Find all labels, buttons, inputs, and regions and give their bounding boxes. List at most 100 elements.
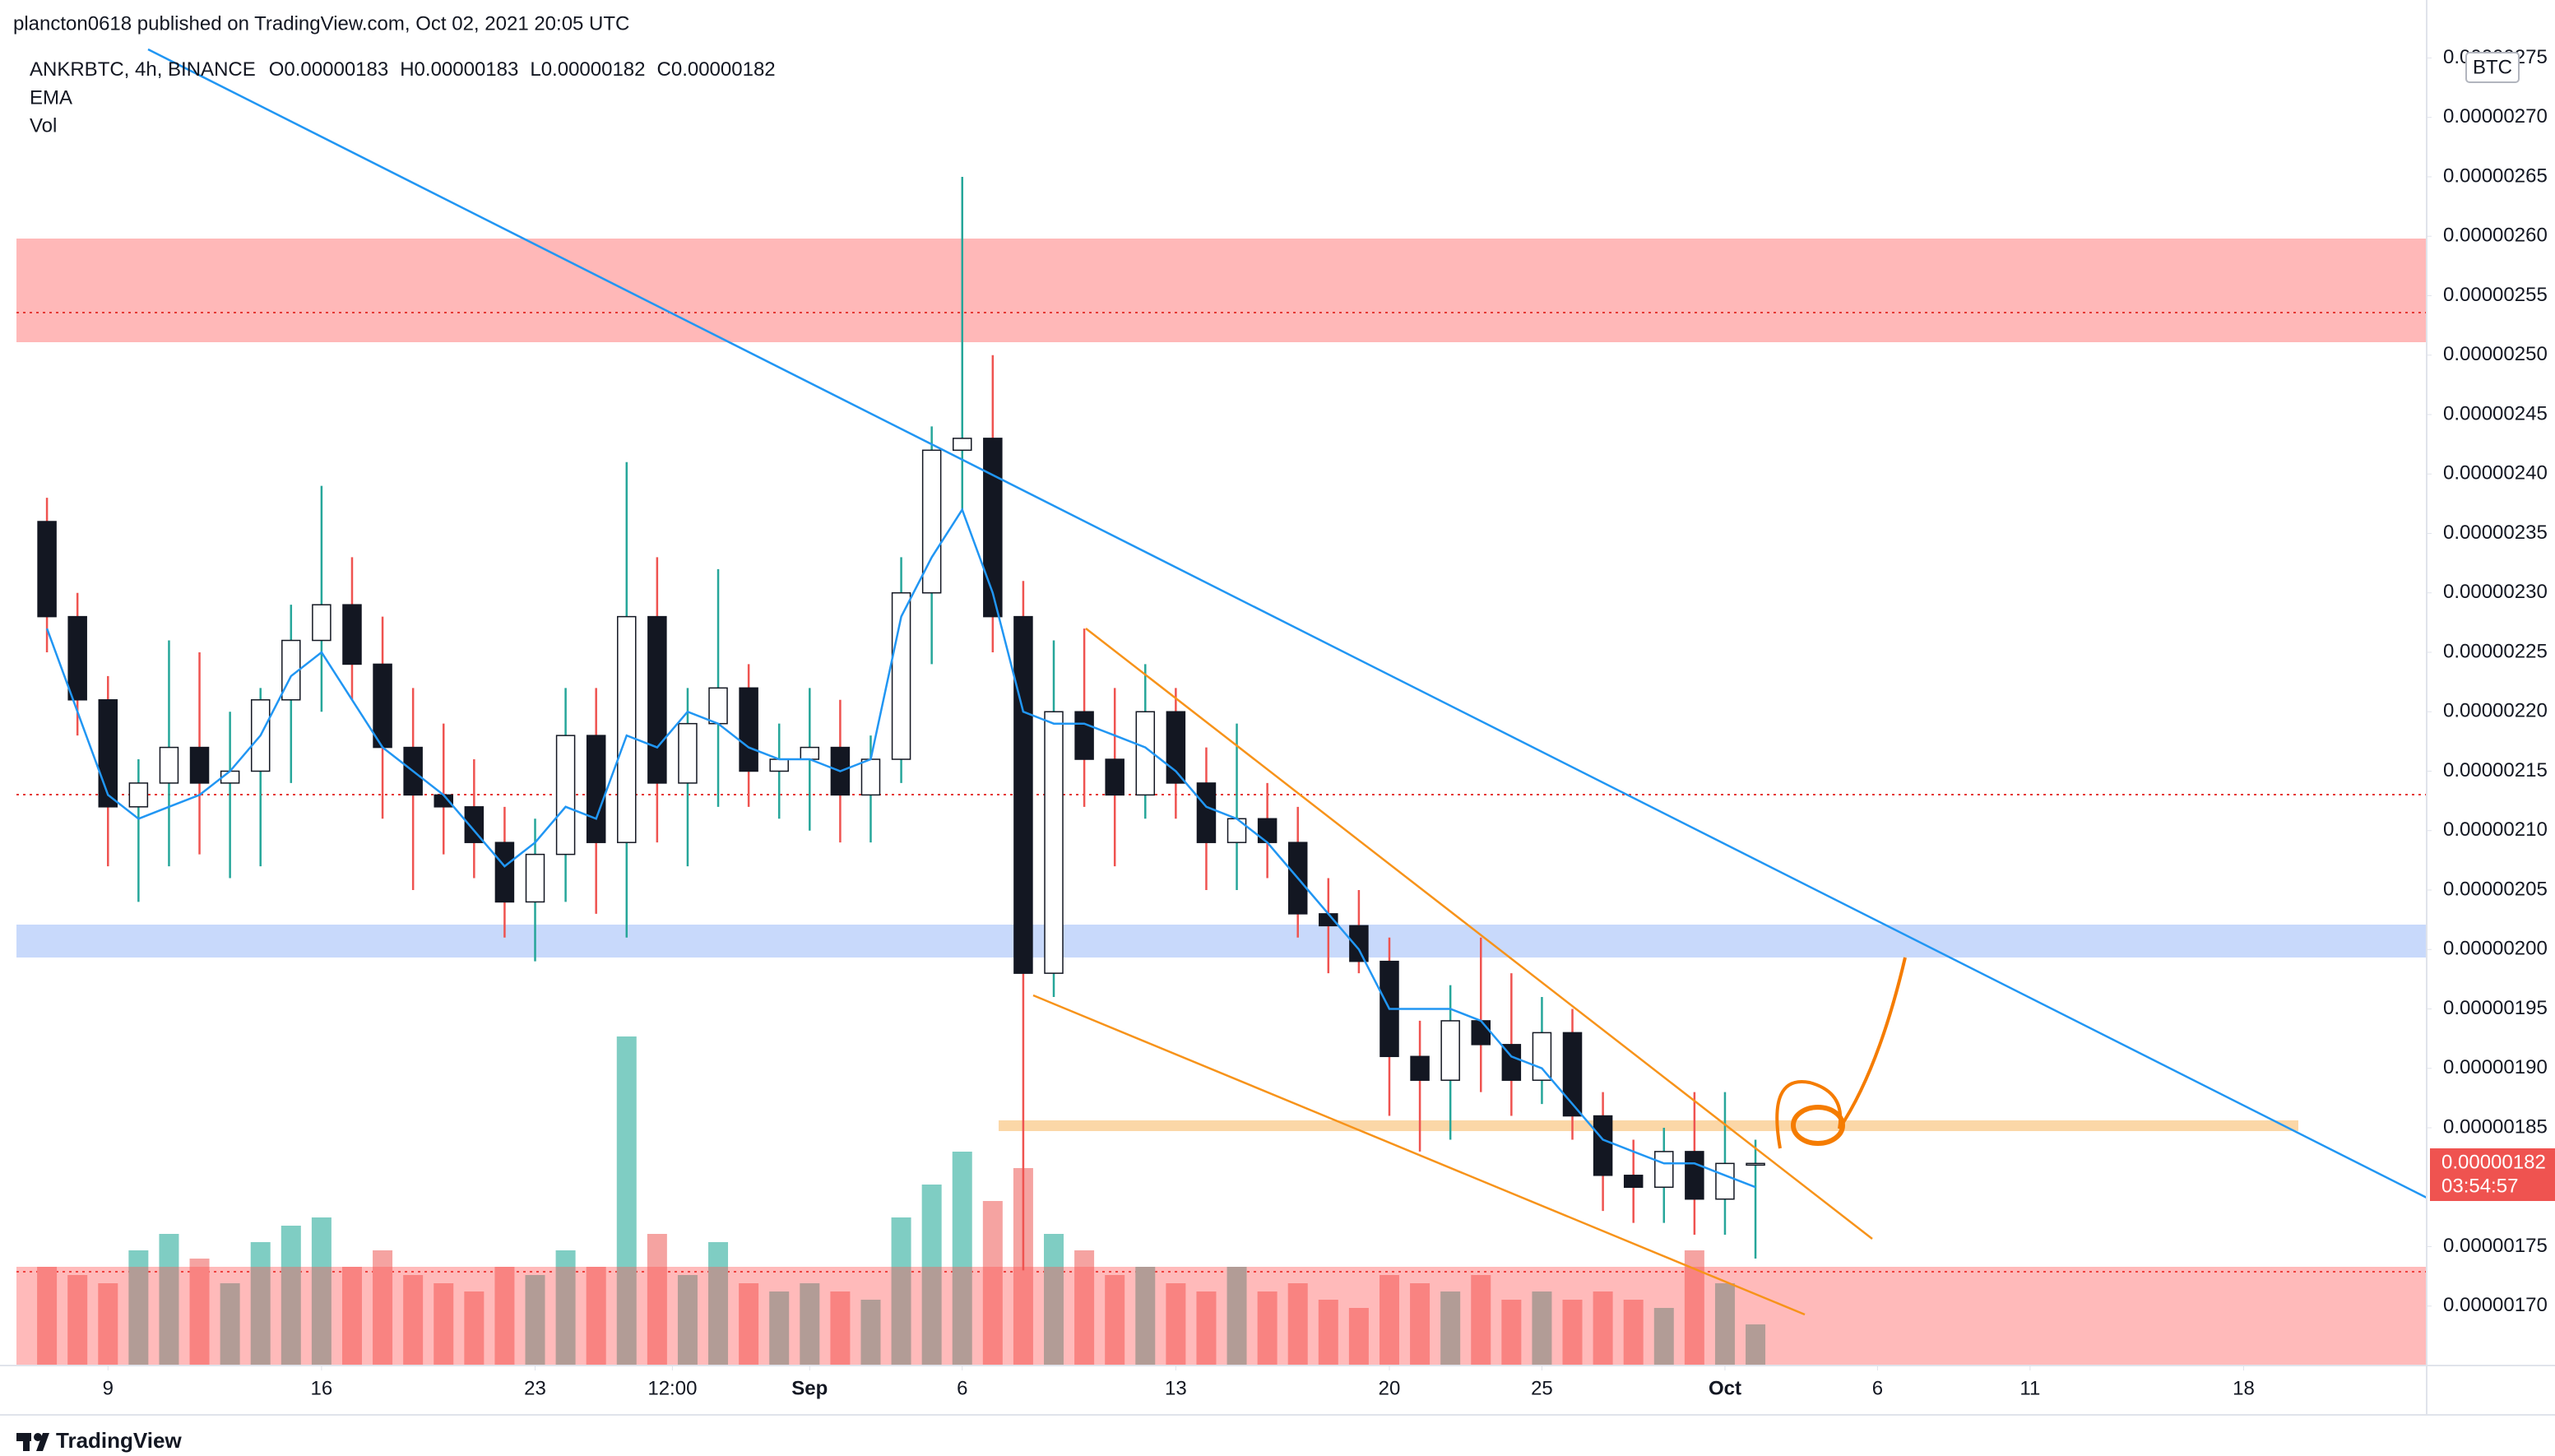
candle-body [525,853,545,903]
volume-bar [434,1283,454,1366]
volume-bar [1410,1283,1431,1366]
breakout-level [999,1120,2298,1131]
wedge-lower [1032,994,1806,1316]
volume-bar [677,1275,698,1366]
y-tick-label: 0.00000235 [2443,522,2548,544]
candle-body [586,735,606,843]
support-zone [16,925,2427,958]
volume-bar [982,1201,1003,1366]
volume-bar [1257,1291,1278,1366]
volume-bar [1440,1291,1461,1366]
y-tick-label: 0.00000225 [2443,640,2548,662]
y-tick-label: 0.00000185 [2443,1115,2548,1138]
y-tick-label: 0.00000270 [2443,105,2548,128]
volume-bar [1196,1291,1217,1366]
candle-body [312,604,332,642]
candle-body [647,615,667,784]
volume-bar [647,1234,667,1366]
volume-bar [1562,1300,1583,1366]
candle-body [1532,1032,1552,1081]
candle-body [800,746,820,760]
currency-label[interactable]: BTC [2473,56,2512,78]
volume-bar [1348,1308,1369,1366]
candle-body [769,758,789,772]
volume-bar [250,1242,271,1366]
y-tick-label: 0.00000175 [2443,1235,2548,1257]
candle-body [1410,1055,1430,1081]
y-tick-label: 0.00000190 [2443,1056,2548,1078]
candle-body [128,782,149,808]
volume-bar [1379,1275,1399,1366]
y-tick-label: 0.00000255 [2443,284,2548,306]
candle-body [1654,1151,1674,1188]
countdown: 03:54:57 [2441,1175,2518,1197]
y-tick-label: 0.00000195 [2443,997,2548,1019]
candle-body [342,604,362,665]
x-tick-label: 6 [1872,1377,1883,1399]
x-tick-label: 23 [524,1377,546,1399]
candle-body [1715,1162,1735,1200]
volume-bars [37,1036,1766,1366]
wedge-upper [1085,628,1873,1240]
x-tick-label: 12:00 [647,1377,697,1399]
volume-bar [1746,1324,1766,1366]
candle-body [860,758,881,796]
volume-bar [555,1250,576,1366]
currency-badge[interactable] [2465,52,2520,83]
candle-body [617,615,637,843]
candle-body [1105,758,1124,796]
volume-bar [464,1291,485,1366]
candle-body [1257,818,1278,843]
volume-bar [616,1036,637,1366]
volume-bar [37,1267,58,1366]
logo-part [36,1433,49,1451]
y-tick-label: 0.00000205 [2443,878,2548,900]
x-tick-label: 25 [1531,1377,1553,1399]
x-tick-label: 16 [311,1377,333,1399]
candle-body [1746,1162,1765,1166]
candle-body [159,746,179,784]
brand-logo[interactable] [16,1433,49,1451]
volume-bar [1044,1234,1064,1366]
legend-ohlc-value: 0.00000183 [284,58,388,81]
price-axis: 0.000002750.000002700.000002650.00000260… [2427,46,2548,1316]
candle-body [464,806,485,843]
y-tick-label: 0.00000265 [2443,165,2548,187]
candle-body [189,746,210,784]
volume-bar [67,1275,88,1366]
volume-bar [1074,1250,1095,1366]
projection-sketch [1775,957,1907,1149]
candle-body [678,722,698,784]
brand-name[interactable]: TradingView [56,1428,182,1453]
x-tick-label: 11 [2019,1377,2040,1399]
time-axis: 9 16 23 12:00 Sep 6 13 20 25 Oct 6 11 18 [103,1366,2255,1399]
demand-zone [16,1267,2427,1366]
last-price-box [2430,1148,2555,1201]
y-tick-label: 0.00000250 [2443,343,2548,365]
resistance-zone [16,239,2427,342]
volume-bar [128,1250,149,1366]
volume-bar [189,1259,210,1366]
logo-part [23,1433,30,1451]
legend-ohlc-label: L [530,58,540,81]
legend-vol: Vol [30,114,57,137]
candle-body [37,521,57,618]
volume-bar [1501,1300,1522,1366]
volume-bar [860,1300,881,1366]
last-price: 0.00000182 [2441,1151,2546,1173]
candle-body [739,687,758,772]
candle-body [1196,782,1217,843]
volume-bar [1226,1267,1247,1366]
y-tick-label: 0.00000200 [2443,938,2548,960]
volume-bar [1471,1275,1491,1366]
candle-body [1074,711,1094,760]
y-tick-label: 0.00000210 [2443,818,2548,841]
drawn-zones [16,239,2427,1273]
x-tick-label: Oct [1709,1377,1741,1399]
volume-bar [1135,1267,1156,1366]
volume-bar [341,1267,362,1366]
y-tick-label: 0.00000245 [2443,402,2548,424]
legend-symbol-line: ANKRBTC, 4h, BINANCE O0.00000183 H0.000001… [30,58,776,81]
candle-body [373,663,392,749]
